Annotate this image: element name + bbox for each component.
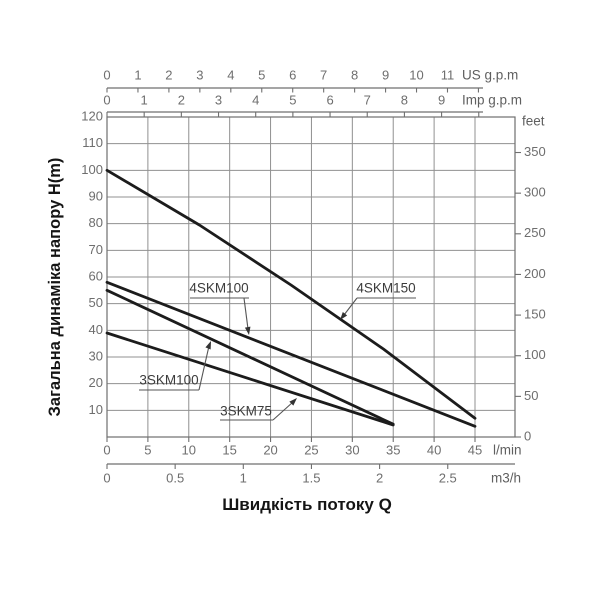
series-label-4SKM150: 4SKM150 — [356, 281, 415, 296]
feet-tick-label: 200 — [524, 266, 546, 281]
us-gpm-tick-label: 5 — [258, 67, 265, 82]
imp-gpm-tick-label: 0 — [103, 92, 110, 107]
series-line-3SKM75 — [105, 331, 395, 427]
imp-gpm-tick-label: 8 — [401, 92, 408, 107]
lmin-tick-label: 0 — [103, 442, 110, 457]
us-gpm-tick-label: 0 — [103, 67, 110, 82]
feet-tick-label: 350 — [524, 144, 546, 159]
series-line-3SKM100 — [105, 288, 395, 426]
leader-arrowhead — [205, 341, 211, 350]
imp-gpm-tick-label: 7 — [364, 92, 371, 107]
series-line-4SKM150 — [105, 168, 477, 420]
feet-tick-label: 0 — [524, 428, 531, 443]
feet-tick-label: 300 — [524, 185, 546, 200]
m3h-tick-label: 2.5 — [439, 470, 457, 485]
head-m-tick-label: 110 — [82, 135, 103, 150]
us-gpm-tick-label: 11 — [441, 67, 455, 82]
imp-gpm-tick-label: 3 — [215, 92, 222, 107]
leader-line — [198, 345, 210, 391]
feet-tick-label: 100 — [524, 347, 546, 362]
head-m-tick-label: 50 — [89, 295, 103, 310]
m3h-tick-label: 0.5 — [166, 470, 184, 485]
series-label-4SKM100: 4SKM100 — [189, 281, 248, 296]
lmin-tick-label: 40 — [427, 442, 441, 457]
lmin-tick-label: 30 — [345, 442, 359, 457]
leader-arrowhead — [244, 326, 251, 335]
m3h-tick-label: 2 — [376, 470, 383, 485]
feet-tick-label: 50 — [524, 388, 538, 403]
leader-line — [272, 401, 294, 421]
m3h-axis-unit: m3/h — [491, 471, 521, 486]
curve-annotations: 4SKM100 4SKM150 3SKM100 3SKM75 — [139, 281, 416, 421]
pump-curves — [105, 168, 477, 428]
head-m-tick-label: 70 — [89, 242, 103, 257]
us-gpm-tick-label: 9 — [382, 67, 389, 82]
head-m-tick-label: 100 — [81, 162, 103, 177]
head-m-tick-label: 40 — [89, 322, 103, 337]
series-label-3SKM100: 3SKM100 — [139, 373, 198, 388]
us-gpm-tick-label: 7 — [320, 67, 327, 82]
lmin-tick-label: 5 — [144, 442, 151, 457]
us-gpm-tick-label: 10 — [409, 67, 423, 82]
feet-axis-unit: feet — [522, 114, 545, 129]
head-m-tick-label: 60 — [89, 268, 103, 283]
head-m-tick-label: 120 — [81, 108, 103, 123]
imp-gpm-tick-label: 5 — [289, 92, 296, 107]
imp-gpm-tick-label: 9 — [438, 92, 445, 107]
lmin-axis-unit: l/min — [493, 443, 522, 458]
imp-gpm-tick-label: 4 — [252, 92, 259, 107]
imp-gpm-axis-unit: Imp g.p.m — [462, 93, 522, 108]
head-m-tick-label: 90 — [89, 188, 103, 203]
lmin-tick-label: 45 — [468, 442, 482, 457]
x-axis-title: Швидкість потоку Q — [222, 495, 392, 514]
us-gpm-tick-label: 6 — [289, 67, 296, 82]
axes: 0 1 2 3 4 5 6 7 8 9 10 11 US g.p.m0 1 2 3 4 5 6 7 8 9 Imp g.p.… — [81, 67, 545, 485]
head-m-tick-label: 20 — [89, 375, 103, 390]
lmin-tick-label: 15 — [222, 442, 236, 457]
us-gpm-axis-unit: US g.p.m — [462, 68, 518, 83]
lmin-tick-label: 25 — [304, 442, 318, 457]
leader-line — [243, 297, 249, 330]
lmin-tick-label: 35 — [386, 442, 400, 457]
us-gpm-tick-label: 4 — [227, 67, 234, 82]
imp-gpm-tick-label: 1 — [141, 92, 148, 107]
imp-gpm-tick-label: 6 — [326, 92, 333, 107]
series-label-3SKM75: 3SKM75 — [220, 404, 272, 419]
us-gpm-tick-label: 1 — [134, 67, 141, 82]
head-m-tick-label: 80 — [89, 215, 103, 230]
head-m-tick-label: 10 — [89, 402, 103, 417]
leader-arrowhead — [340, 312, 348, 320]
imp-gpm-tick-label: 2 — [178, 92, 185, 107]
y-axis-title: Загальна динаміка напору H(m) — [46, 158, 64, 417]
m3h-tick-label: 0 — [103, 470, 110, 485]
series-line-4SKM100 — [105, 280, 477, 428]
leader-arrowhead — [289, 398, 297, 406]
m3h-tick-label: 1.5 — [302, 470, 320, 485]
lmin-tick-label: 20 — [263, 442, 277, 457]
grid-lines — [106, 116, 516, 438]
head-m-tick-label: 30 — [89, 348, 103, 363]
m3h-tick-label: 1 — [240, 470, 247, 485]
us-gpm-tick-label: 2 — [165, 67, 172, 82]
feet-tick-label: 250 — [524, 225, 546, 240]
leader-line — [343, 297, 358, 316]
feet-tick-label: 150 — [524, 307, 546, 322]
us-gpm-tick-label: 3 — [196, 67, 203, 82]
us-gpm-tick-label: 8 — [351, 67, 358, 82]
lmin-tick-label: 10 — [182, 442, 196, 457]
